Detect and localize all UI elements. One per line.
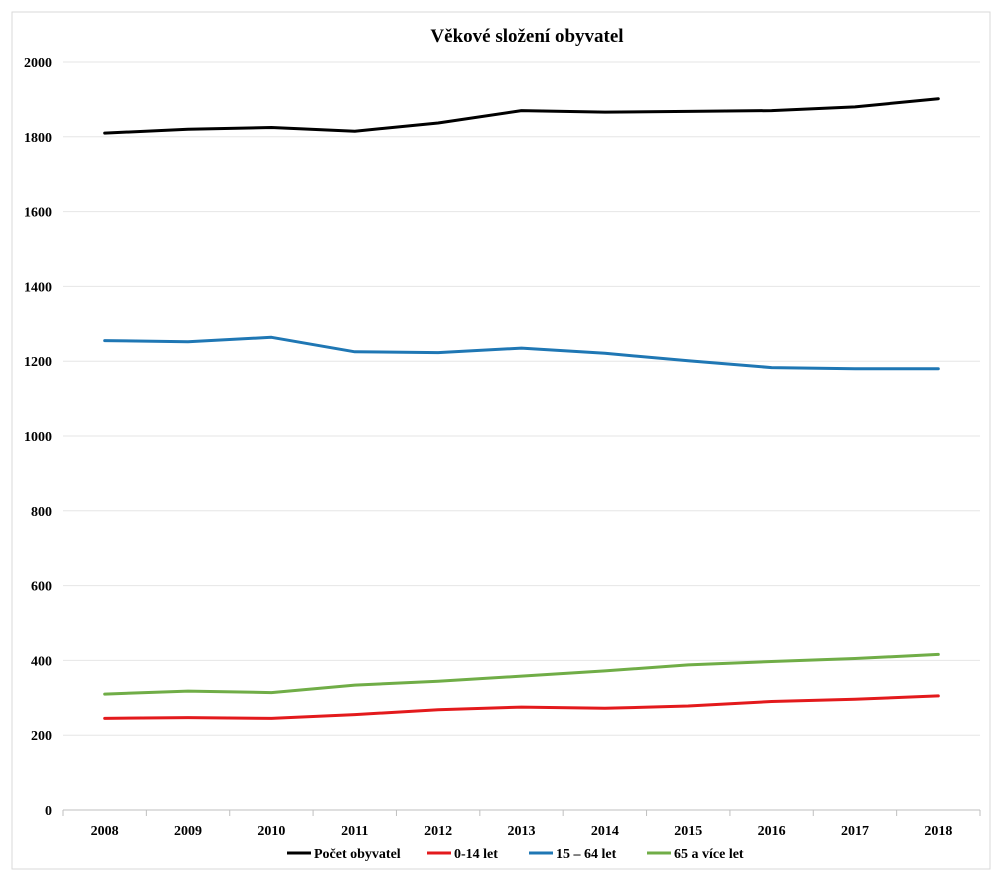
legend-label: 0-14 let bbox=[454, 847, 498, 862]
x-tick-label: 2009 bbox=[174, 824, 202, 839]
chart-title: Věkové složení obyvatel bbox=[430, 26, 623, 47]
y-tick-label: 1200 bbox=[24, 355, 52, 370]
legend-label: Počet obyvatel bbox=[314, 847, 401, 862]
x-tick-label: 2015 bbox=[674, 824, 702, 839]
y-tick-label: 2000 bbox=[24, 56, 52, 71]
y-tick-label: 1600 bbox=[24, 206, 52, 221]
y-tick-label: 1400 bbox=[24, 280, 52, 295]
x-tick-label: 2012 bbox=[424, 824, 452, 839]
y-tick-label: 0 bbox=[45, 804, 52, 819]
x-tick-label: 2010 bbox=[257, 824, 285, 839]
y-tick-label: 200 bbox=[31, 729, 52, 744]
x-tick-label: 2018 bbox=[924, 824, 952, 839]
y-tick-label: 1800 bbox=[24, 131, 52, 146]
x-tick-label: 2008 bbox=[91, 824, 119, 839]
x-tick-label: 2013 bbox=[508, 824, 536, 839]
y-tick-label: 800 bbox=[31, 505, 52, 520]
legend-label: 15 – 64 let bbox=[556, 847, 617, 862]
x-tick-label: 2017 bbox=[841, 824, 869, 839]
y-tick-label: 1000 bbox=[24, 430, 52, 445]
x-tick-label: 2016 bbox=[758, 824, 786, 839]
y-tick-label: 600 bbox=[31, 580, 52, 595]
legend-label: 65 a více let bbox=[674, 847, 744, 862]
x-tick-label: 2011 bbox=[341, 824, 368, 839]
x-tick-label: 2014 bbox=[591, 824, 619, 839]
y-tick-label: 400 bbox=[31, 654, 52, 669]
